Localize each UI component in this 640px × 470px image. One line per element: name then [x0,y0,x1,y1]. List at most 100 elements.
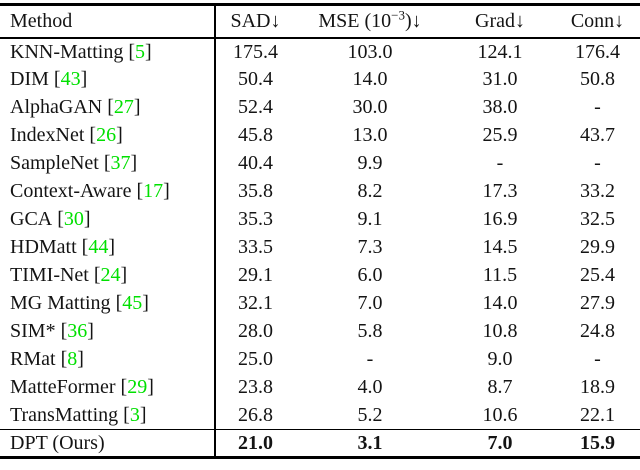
cell-sad: 26.8 [238,403,273,426]
cell-conn: 18.9 [580,376,615,398]
cell-conn: 29.9 [580,236,615,258]
table-row: MatteFormer [29] 23.8 4.0 8.7 18.9 [0,373,640,402]
citation-link[interactable]: 30 [63,208,84,230]
citation-link[interactable]: 45 [122,292,143,314]
table-row: KNN-Matting [5] 175.4 103.0 124.1 176.4 [0,37,640,66]
table-row: RMat [8] 25.0 - 9.0 - [0,345,640,374]
cell-sad: 52.4 [238,96,273,118]
citation-link[interactable]: 36 [67,320,88,342]
table-row: TIMI-Net [24] 29.1 6.0 11.5 25.4 [0,261,640,290]
cell-grad: 31.0 [482,68,518,90]
citation-group: [45] [116,292,149,314]
citation-open-bracket: [ [81,236,89,258]
citation-group: [3] [123,404,146,426]
cell-sad: 25.0 [238,348,273,370]
table-row: SampleNet [37] 40.4 9.9 - - [0,149,640,178]
cell-method: TIMI-Net [24] [0,261,216,290]
table-row: HDMatt [44] 33.5 7.3 14.5 29.9 [0,233,640,262]
cell-sad: 45.8 [238,124,273,146]
method-name: HDMatt [10,236,77,258]
citation-link[interactable]: 44 [88,236,109,258]
citation-close-bracket: ] [83,208,91,230]
method-name: DIM [10,68,49,90]
citation-close-bracket: ] [116,124,123,146]
header-row: Method SAD↓ MSE (10−3)↓ Grad↓ Conn↓ [0,4,640,39]
citation-link[interactable]: 29 [127,376,148,398]
cell-grad: - [496,152,504,174]
citation-open-bracket: [ [89,124,97,146]
citation-link[interactable]: 5 [135,40,145,63]
citation-close-bracket: ] [108,236,116,258]
citation-close-bracket: ] [120,264,128,286]
cell-sad: 23.8 [238,376,273,398]
cell-grad: 14.0 [482,292,518,314]
cell-mse: 8.2 [357,180,383,202]
citation-open-bracket: [ [93,264,101,286]
citation-close-bracket: ] [87,320,94,342]
cell-grad: 11.5 [482,264,518,286]
cell-conn: 50.8 [580,68,615,90]
cell-mse: 9.1 [357,208,383,230]
table-row: DIM [43] 50.4 14.0 31.0 50.8 [0,65,640,94]
cell-grad: 25.9 [482,124,518,146]
citation-link[interactable]: 8 [67,348,78,370]
table-row: DPT (Ours) 21.0 3.1 7.0 15.9 [0,429,640,458]
citation-open-bracket: [ [53,68,61,90]
citation-link[interactable]: 43 [60,68,81,90]
mse-label-suffix: )↓ [404,9,422,32]
method-name: SIM* [10,320,56,342]
cell-grad: 10.6 [482,403,518,426]
col-header-sad: SAD↓ [215,4,295,39]
cell-sad: 28.0 [238,320,273,342]
citation-close-bracket: ] [139,403,147,426]
cell-mse: 30.0 [352,96,388,118]
mse-label-prefix: MSE (10 [318,9,392,32]
citation-group: [17] [136,180,169,202]
table-row: IndexNet [26] 45.8 13.0 25.9 43.7 [0,121,640,150]
cell-sad: 29.1 [238,264,273,286]
cell-conn: - [594,152,601,174]
table-row: AlphaGAN [27] 52.4 30.0 38.0 - [0,93,640,122]
cell-method: GCA [30] [0,205,216,234]
table-row: TransMatting [3] 26.8 5.2 10.6 22.1 [0,401,640,430]
citation-close-bracket: ] [130,152,138,174]
cell-method: DPT (Ours) [0,429,216,458]
citation-link[interactable]: 17 [143,180,164,202]
citation-group: [37] [104,152,137,174]
citation-close-bracket: ] [77,348,84,370]
citation-open-bracket: [ [120,376,128,398]
cell-mse: 4.0 [357,376,383,398]
cell-mse: 3.1 [357,431,383,454]
cell-method: HDMatt [44] [0,233,216,262]
citation-group: [26] [89,124,122,146]
cell-conn: 24.8 [580,320,615,342]
cell-grad: 16.9 [482,208,518,230]
cell-sad: 35.8 [238,180,273,202]
cell-method: SIM* [36] [0,317,216,346]
method-name: AlphaGAN [10,96,103,118]
cell-method: RMat [8] [0,345,216,374]
citation-open-bracket: [ [60,348,68,370]
citation-link[interactable]: 3 [129,403,140,426]
citation-open-bracket: [ [128,40,135,63]
citation-close-bracket: ] [142,292,149,314]
citation-link[interactable]: 37 [110,152,131,174]
col-header-grad: Grad↓ [445,4,555,39]
citation-group: [29] [121,376,154,398]
cell-grad: 14.5 [482,236,518,258]
cell-method: Context-Aware [17] [0,177,216,206]
cell-grad: 38.0 [482,96,518,118]
citation-group: [27] [107,96,140,118]
citation-open-bracket: [ [103,152,111,174]
citation-link[interactable]: 24 [100,264,121,286]
citation-group: [43] [54,68,87,90]
cell-sad: 21.0 [238,431,273,454]
citation-link[interactable]: 27 [113,96,134,118]
cell-conn: 33.2 [580,180,615,202]
citation-link[interactable]: 26 [96,124,117,146]
cell-grad: 9.0 [487,348,513,370]
citation-group: [30] [57,208,90,230]
cell-method: DIM [43] [0,65,216,94]
cell-sad: 35.3 [238,208,273,230]
